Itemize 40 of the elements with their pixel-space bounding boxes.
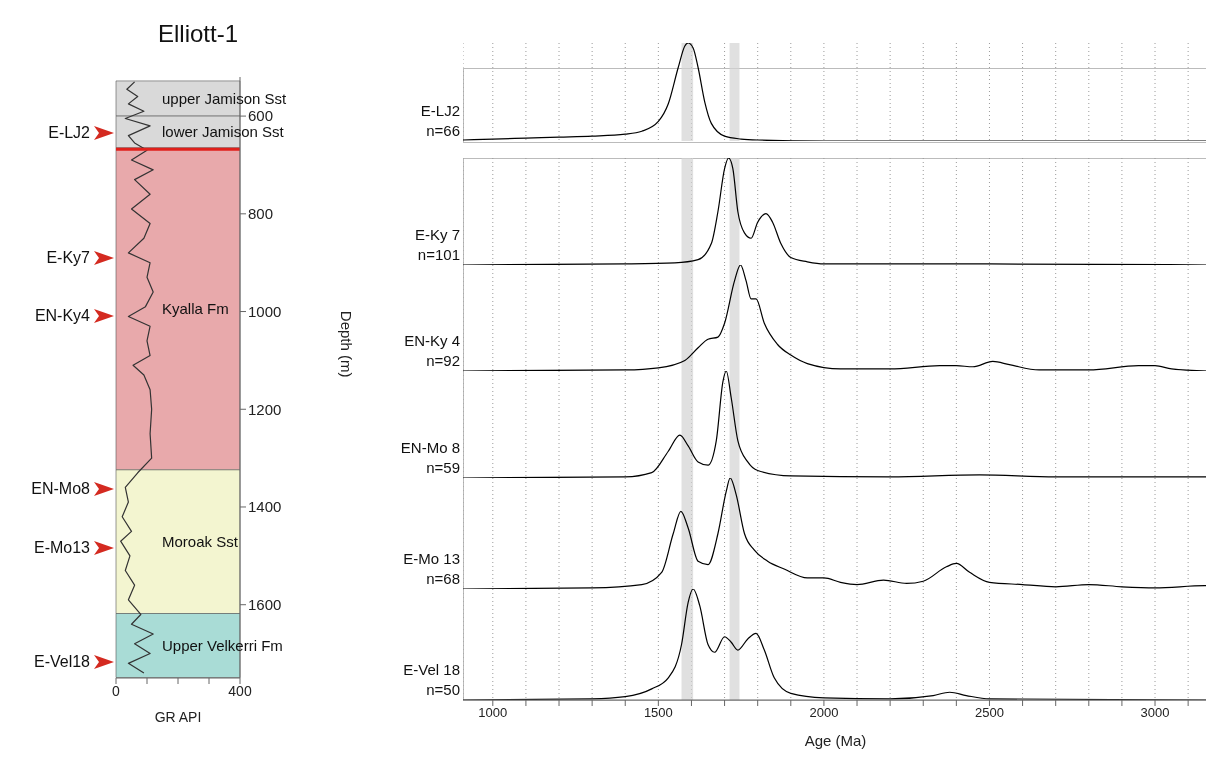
- y-axis-title: Depth (m): [337, 310, 355, 378]
- text: n=92: [426, 352, 460, 369]
- text: n=101: [416, 245, 460, 265]
- band-label: upper Jamison Sst: [162, 89, 288, 107]
- x-tick-label: 400: [228, 682, 252, 699]
- x-tick-label: 2500: [975, 705, 1004, 721]
- band-label: lower Jamison Sst: [162, 123, 285, 141]
- text: n=50: [425, 680, 460, 700]
- y-tick-label: 1000: [248, 302, 282, 320]
- text: EN-Ky 4: [404, 332, 460, 349]
- text: n=68: [425, 569, 460, 589]
- x-tick-label: 3000: [1140, 705, 1170, 721]
- text: E-Mo 13: [402, 549, 460, 569]
- text: n=66: [425, 121, 460, 141]
- x-axis-title: Age (Ma): [804, 732, 867, 749]
- text: E-Ky7: [45, 248, 90, 268]
- text: E-LJ2: [47, 123, 90, 143]
- y-tick-label: 1400: [248, 498, 282, 516]
- band-label: Kyalla Fm: [162, 300, 229, 318]
- text: EN-Ky4: [33, 306, 90, 326]
- text: E-Ky 7: [414, 225, 460, 245]
- text: EN-Mo8: [30, 479, 90, 499]
- x-tick-label: 2000: [809, 705, 839, 721]
- x-tick-label: 1500: [643, 705, 673, 721]
- band-label: Upper Velkerri Fm: [162, 636, 283, 654]
- y-tick-label: 800: [248, 205, 274, 223]
- text: E-Vel18: [32, 652, 90, 672]
- chart-title: Elliott-1: [157, 20, 239, 48]
- text: EN-Mo 8: [399, 438, 460, 458]
- text: E-Mo13: [32, 538, 90, 558]
- x-tick-label: 0: [112, 682, 121, 699]
- y-tick-label: 1200: [248, 400, 282, 418]
- x-tick-label: 1000: [478, 705, 508, 721]
- text: n=59: [425, 458, 460, 478]
- y-tick-label: 600: [248, 107, 274, 125]
- y-tick-label: 1600: [248, 596, 282, 614]
- x-axis-title: GR API: [154, 709, 202, 725]
- text: E-LJ2: [419, 101, 460, 121]
- band-label: Moroak Sst: [162, 533, 239, 550]
- text: E-Vel 18: [402, 660, 460, 680]
